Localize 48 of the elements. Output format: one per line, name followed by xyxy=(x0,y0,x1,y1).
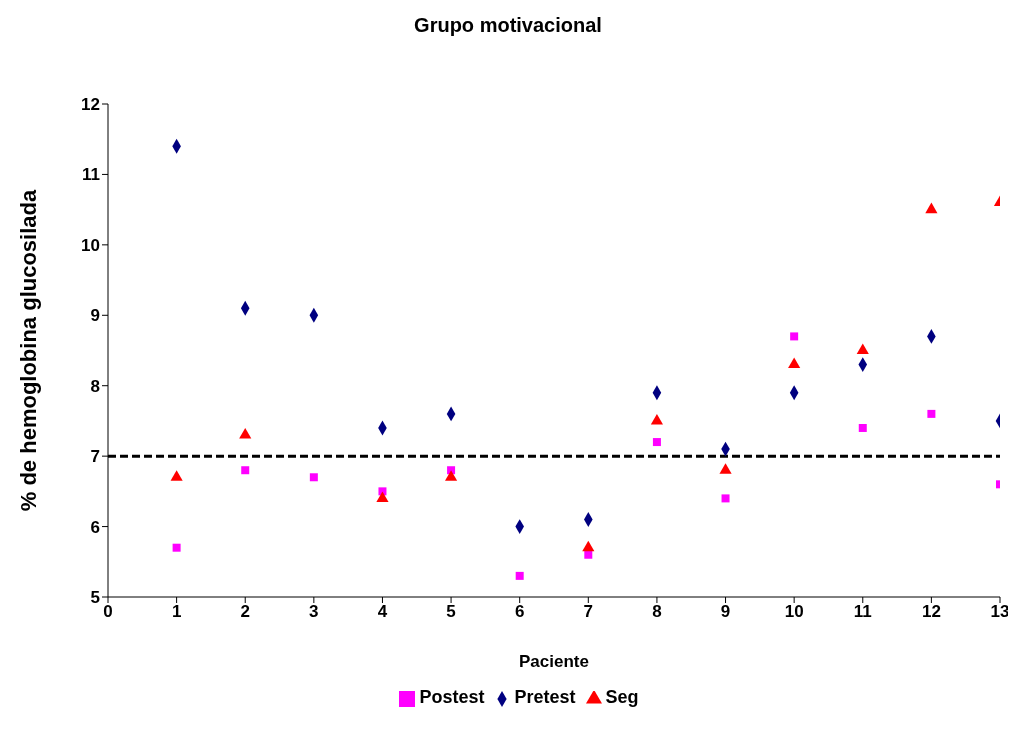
x-tick-label: 9 xyxy=(720,602,731,622)
point xyxy=(721,494,730,503)
point xyxy=(376,491,389,502)
point xyxy=(858,423,867,432)
point xyxy=(515,571,524,580)
legend-label: Postest xyxy=(419,687,485,707)
y-axis-title: % de hemoglobina glucosilada xyxy=(15,188,41,512)
y-tick-label: 7 xyxy=(90,447,100,467)
x-axis-title: Paciente xyxy=(519,652,589,671)
x-tick-label: 4 xyxy=(377,602,388,622)
point xyxy=(856,343,869,355)
y-tick-label: 5 xyxy=(90,588,100,608)
x-tick-label: 2 xyxy=(240,602,250,622)
y-tick-label: 10 xyxy=(81,235,100,255)
legend-label: Pretest xyxy=(514,687,576,707)
x-tick-label: 7 xyxy=(583,602,594,622)
point xyxy=(582,540,595,552)
chart-title: Grupo motivacional xyxy=(413,14,603,37)
x-tick-label: 10 xyxy=(784,602,804,622)
y-tick-label: 12 xyxy=(81,95,100,115)
x-tick-label: 11 xyxy=(853,602,872,622)
point xyxy=(172,543,181,552)
point xyxy=(650,413,663,425)
point xyxy=(170,470,183,481)
point xyxy=(309,473,318,482)
point xyxy=(719,463,732,474)
x-tick-label: 5 xyxy=(446,602,456,622)
point xyxy=(652,438,661,447)
x-tick-label: 3 xyxy=(309,602,319,622)
point xyxy=(925,202,938,214)
point xyxy=(584,550,593,559)
legend-label: Seg xyxy=(605,687,639,707)
point xyxy=(788,357,801,369)
point xyxy=(241,466,250,475)
x-tick-label: 6 xyxy=(514,602,525,622)
point xyxy=(445,470,458,481)
point xyxy=(239,428,252,439)
y-tick-label: 8 xyxy=(90,376,100,396)
y-tick-label: 9 xyxy=(90,306,100,326)
y-tick-label: 6 xyxy=(90,517,100,537)
x-tick-label: 0 xyxy=(103,602,113,622)
point xyxy=(790,332,799,341)
point xyxy=(927,409,936,418)
x-tick-label: 8 xyxy=(652,602,662,622)
y-tick-label: 11 xyxy=(82,165,100,185)
x-tick-label: 12 xyxy=(921,602,941,622)
x-tick-label: 1 xyxy=(171,602,182,622)
x-tick-label: 13 xyxy=(990,602,1010,622)
